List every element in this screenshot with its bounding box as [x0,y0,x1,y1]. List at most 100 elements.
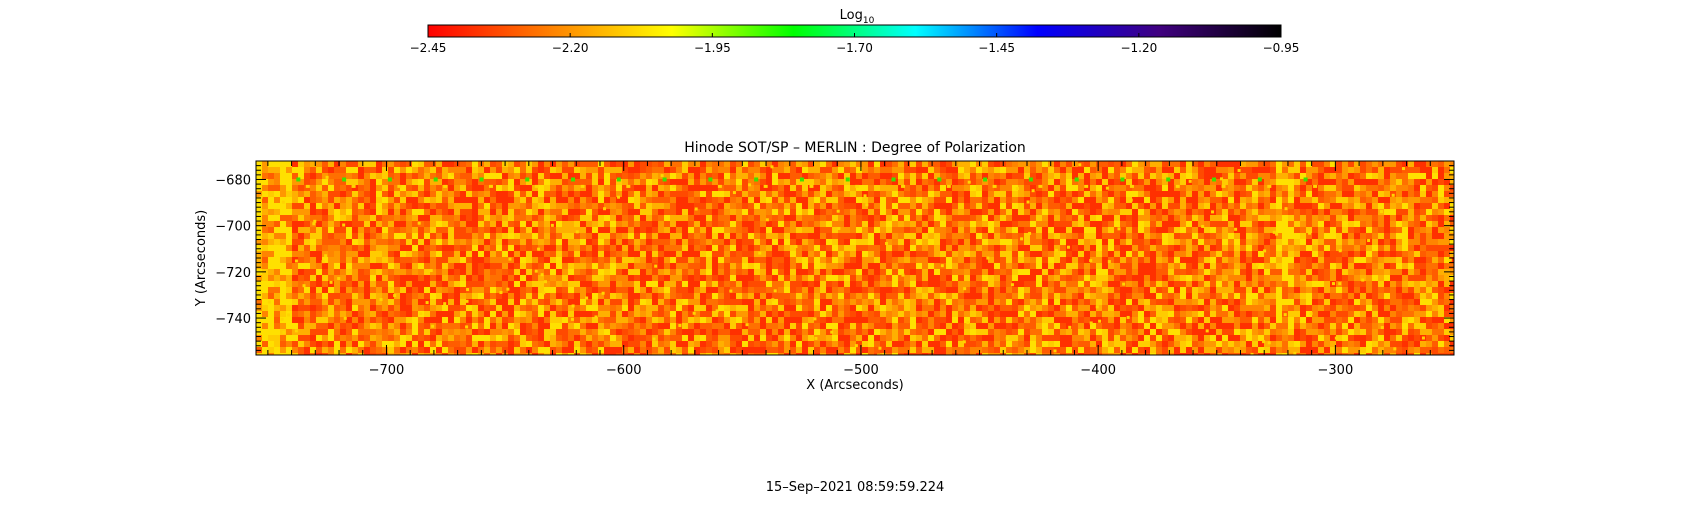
heatmap-cell [1234,221,1240,227]
heatmap-cell [1132,179,1138,185]
heatmap-cell [526,227,532,233]
heatmap-cell [538,227,544,233]
heatmap-cell [1132,305,1138,311]
heatmap-cell [832,299,838,305]
heatmap-cell [1054,209,1060,215]
heatmap-cell [1306,275,1312,281]
heatmap-cell [748,287,754,293]
heatmap-cell [1336,197,1342,203]
heatmap-cell [1306,269,1312,275]
heatmap-cell [1054,215,1060,221]
heatmap-cell [1432,269,1438,275]
heatmap-cell [1210,293,1216,299]
heatmap-cell [694,227,700,233]
heatmap-cell [1420,161,1426,167]
heatmap-cell [298,263,304,269]
heatmap-cell [520,179,526,185]
heatmap-cell [1438,269,1444,275]
heatmap-cell [514,161,520,167]
heatmap-cell [898,275,904,281]
heatmap-cell [412,239,418,245]
heatmap-cell [646,293,652,299]
heatmap-cell [508,287,514,293]
heatmap-cell [550,281,556,287]
heatmap-cell [1438,227,1444,233]
heatmap-cell [526,281,532,287]
heatmap-cell [334,179,340,185]
heatmap-cell [1300,161,1306,167]
heatmap-cell [1414,263,1420,269]
heatmap-cell [958,281,964,287]
heatmap-cell [1030,215,1036,221]
heatmap-cell [346,167,352,173]
heatmap-cell [418,221,424,227]
heatmap-cell [946,227,952,233]
heatmap-cell [886,179,892,185]
heatmap-cell [268,215,274,221]
heatmap-cell [1048,215,1054,221]
heatmap-cell [952,209,958,215]
heatmap-cell [814,257,820,263]
heatmap-cell [886,233,892,239]
heatmap-cell [760,269,766,275]
heatmap-cell [1204,299,1210,305]
heatmap-cell [1138,227,1144,233]
heatmap-cell [772,191,778,197]
heatmap-cell [640,227,646,233]
heatmap-cell [1192,173,1198,179]
heatmap-cell [844,257,850,263]
heatmap-cell [1090,263,1096,269]
heatmap-cell [1186,185,1192,191]
heatmap-cell [1114,263,1120,269]
heatmap-cell [1066,167,1072,173]
heatmap-cell [256,251,262,257]
heatmap-cell [1444,185,1450,191]
heatmap-cell [604,257,610,263]
heatmap-cell [406,251,412,257]
heatmap-cell [340,167,346,173]
heatmap-cell [886,275,892,281]
heatmap-cell [1348,173,1354,179]
heatmap-cell [1174,197,1180,203]
heatmap-cell [1186,161,1192,167]
heatmap-cell [658,251,664,257]
heatmap-cell [1084,281,1090,287]
heatmap-cell [808,281,814,287]
heatmap-cell [406,269,412,275]
heatmap-cell [1288,173,1294,179]
heatmap-cell [844,161,850,167]
heatmap-cell [406,173,412,179]
heatmap-cell [658,305,664,311]
heatmap-cell [292,209,298,215]
heatmap-cell [586,245,592,251]
heatmap-cell [754,305,760,311]
heatmap-cell [1138,233,1144,239]
heatmap-cell [400,191,406,197]
heatmap-cell [916,269,922,275]
heatmap-cell [802,251,808,257]
heatmap-cell [922,245,928,251]
heatmap-cell [634,161,640,167]
heatmap-cell [1396,179,1402,185]
heatmap-cell [988,167,994,173]
heatmap-cell [298,299,304,305]
heatmap-cell [1186,287,1192,293]
heatmap-cell [1036,161,1042,167]
heatmap-cell [1180,209,1186,215]
heatmap-cell [256,179,262,185]
heatmap-cell [346,305,352,311]
heatmap-cell [346,203,352,209]
heatmap-cell [664,173,670,179]
heatmap-cell [1090,251,1096,257]
heatmap-cell [1174,179,1180,185]
heatmap-cell [910,227,916,233]
heatmap-cell [1102,281,1108,287]
heatmap-cell [712,185,718,191]
heatmap-cell [970,233,976,239]
heatmap-cell [274,221,280,227]
heatmap-cell [274,161,280,167]
heatmap-cell [946,209,952,215]
heatmap-cell [490,221,496,227]
heatmap-cell [466,245,472,251]
heatmap-cell [1384,203,1390,209]
